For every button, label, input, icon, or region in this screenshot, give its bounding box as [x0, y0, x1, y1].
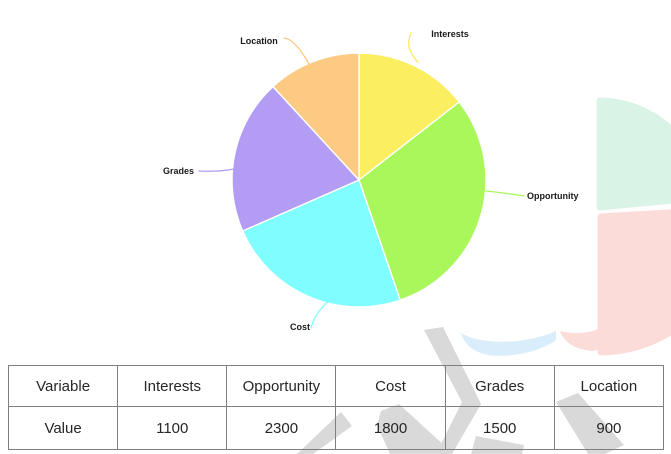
- pie-label-location: Location: [240, 36, 278, 46]
- pie-slice-interests: [358, 52, 460, 181]
- pie-slice-cost: [242, 179, 401, 308]
- table-header-row: Variable Interests Opportunity Cost Grad…: [7, 365, 665, 407]
- pie-label-opportunity: Opportunity: [527, 191, 579, 201]
- leader-line-grades: [198, 168, 235, 172]
- pie-label-grades: Grades: [163, 166, 194, 176]
- table-cell-location-value: 900: [553, 406, 665, 450]
- table-cell-cost: Cost: [335, 365, 446, 407]
- table-cell-opportunity-value: 2300: [226, 406, 337, 450]
- table-cell-grades: Grades: [444, 365, 555, 407]
- faded-pie-mint-slice: [596, 97, 671, 211]
- leader-line-opportunity: [485, 190, 525, 197]
- table-value-row: Value 1100 2300 1800 1500 900: [7, 406, 665, 450]
- faded-pie-blue-slice: [461, 331, 556, 356]
- pie-slice-grades: [231, 85, 360, 232]
- table-cell-cost-value: 1800: [335, 406, 446, 450]
- pie-slice-opportunity: [358, 101, 487, 301]
- leader-line-interests: [408, 32, 419, 63]
- table-cell-interests: Interests: [117, 365, 228, 407]
- table-cell-value-label: Value: [7, 406, 119, 450]
- table-cell-interests-value: 1100: [117, 406, 228, 450]
- faded-pie-pink-small-slice: [560, 328, 600, 351]
- pie-slice-location: [272, 52, 360, 181]
- table-cell-grades-value: 1500: [444, 406, 555, 450]
- pie-label-cost: Cost: [290, 322, 310, 332]
- table-cell-opportunity: Opportunity: [226, 365, 337, 407]
- leader-line-cost: [310, 300, 330, 329]
- leader-line-location: [283, 37, 310, 65]
- faded-pie-pink-slice: [597, 209, 671, 356]
- pie-label-interests: Interests: [431, 29, 469, 39]
- data-table: Variable Interests Opportunity Cost Grad…: [7, 365, 665, 450]
- table-cell-location: Location: [553, 365, 665, 407]
- table-cell-variable: Variable: [7, 365, 119, 407]
